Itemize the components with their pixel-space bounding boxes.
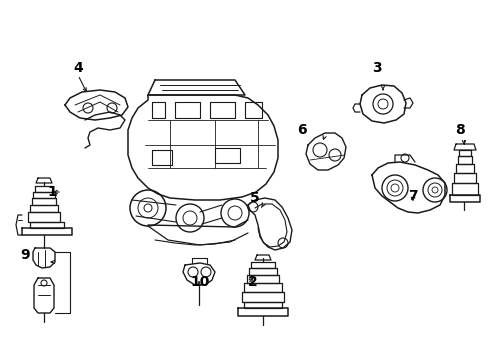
Text: 3: 3: [371, 61, 381, 75]
Text: 6: 6: [297, 123, 306, 137]
Text: 8: 8: [454, 123, 464, 137]
Text: 4: 4: [73, 61, 82, 75]
Text: 1: 1: [47, 185, 57, 199]
Text: 10: 10: [190, 275, 209, 289]
Text: 9: 9: [20, 248, 30, 262]
Text: 5: 5: [250, 191, 259, 205]
Text: 2: 2: [247, 275, 257, 289]
Text: 7: 7: [407, 189, 417, 203]
